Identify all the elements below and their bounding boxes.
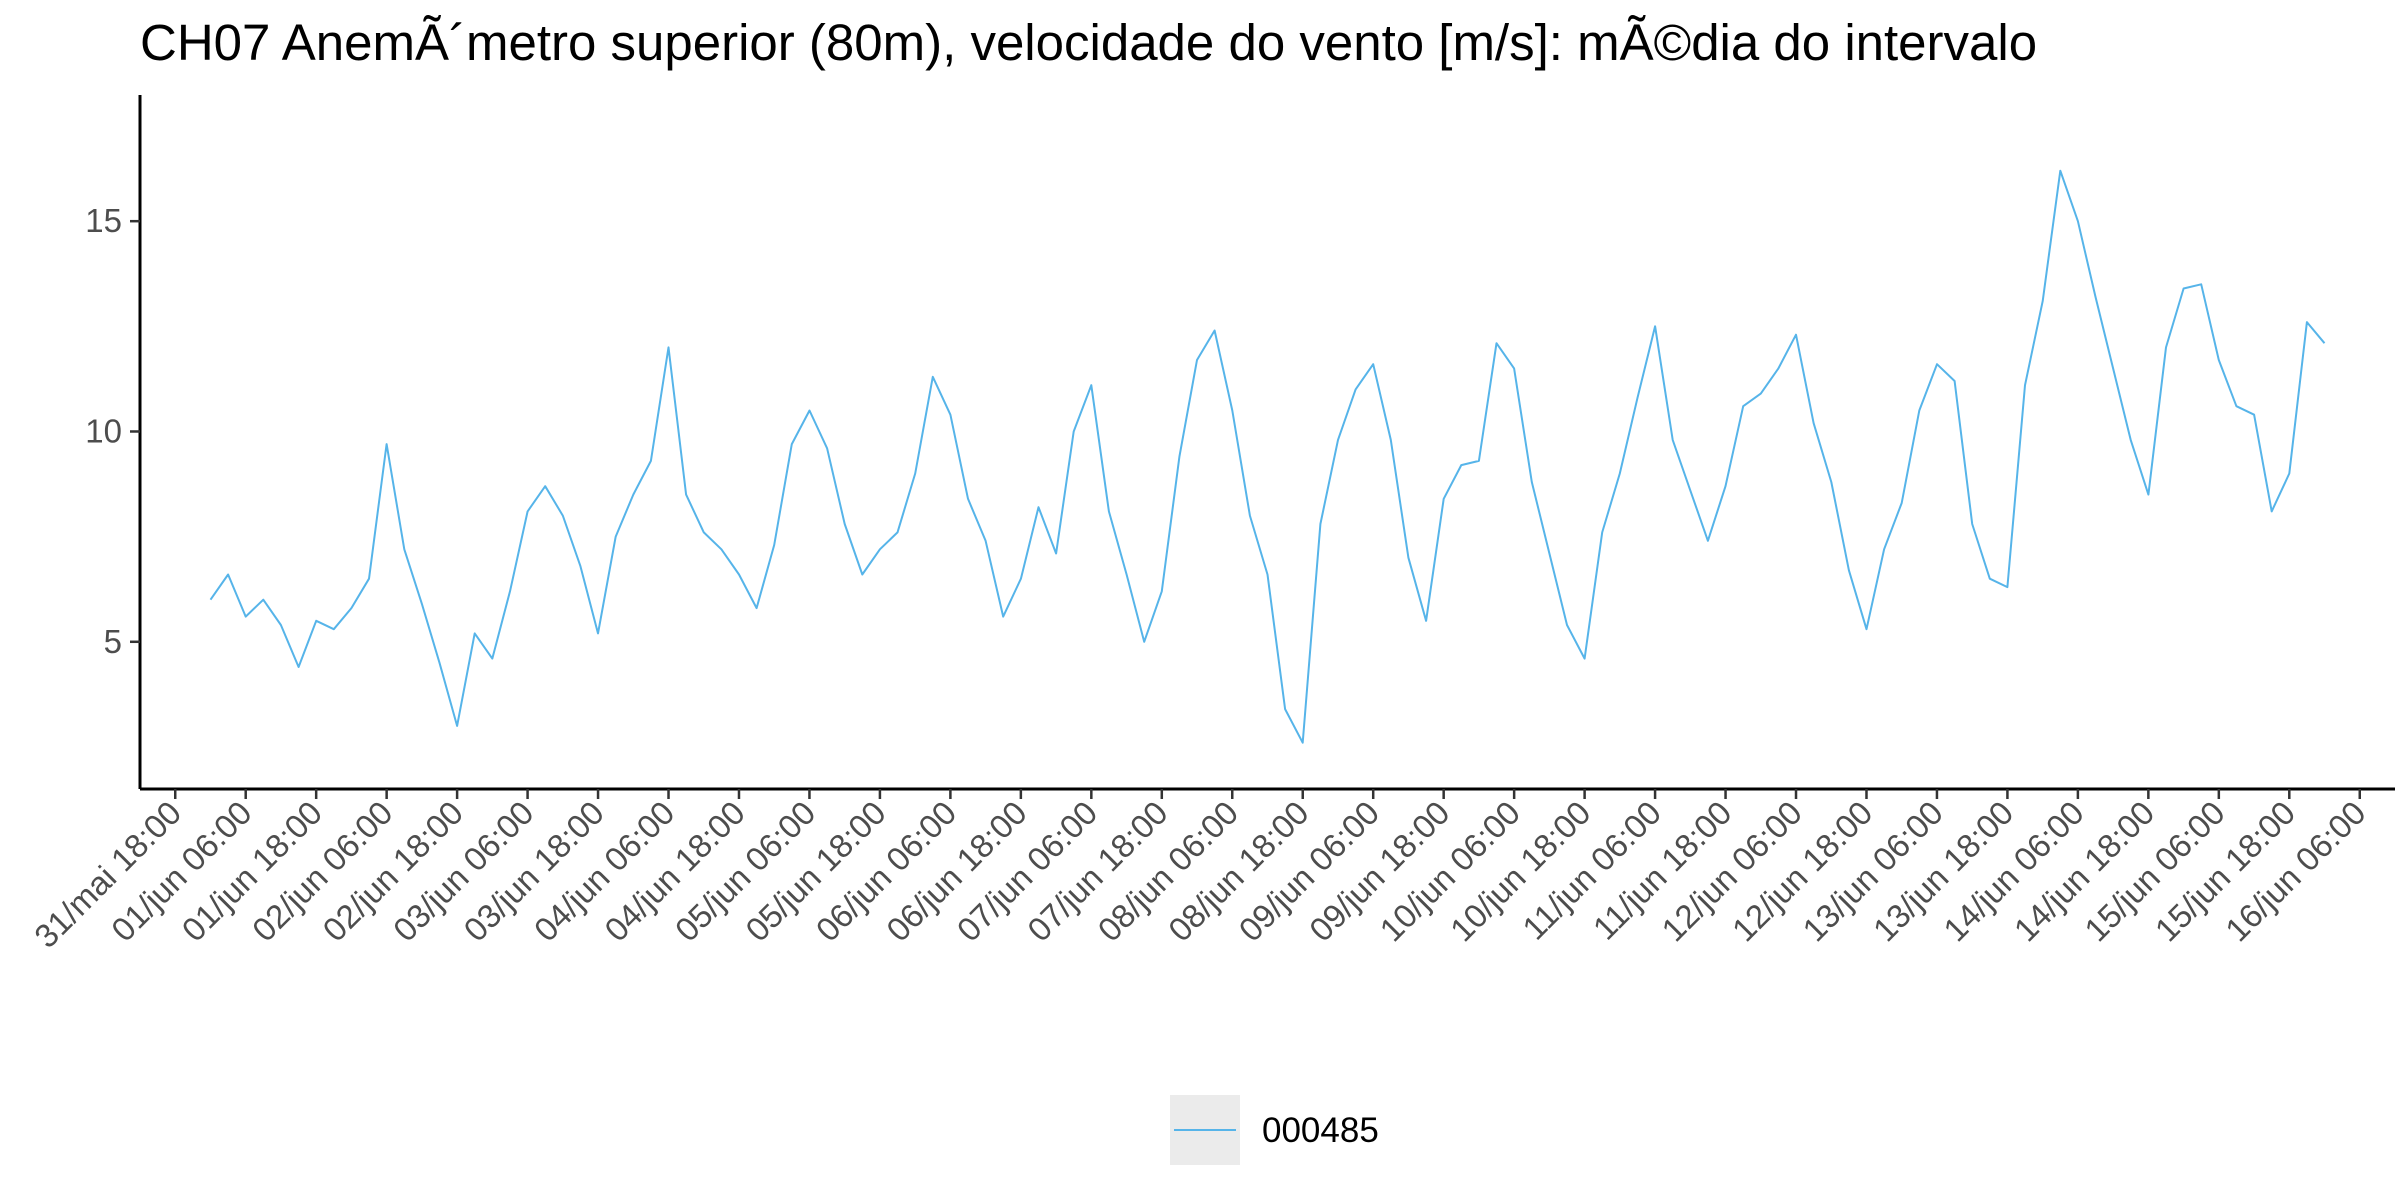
chart-title: CH07 AnemÃ´metro superior (80m), velocid…	[140, 14, 2037, 71]
series-line-000485	[209, 169, 2326, 744]
y-axis: 5 10 15	[85, 95, 142, 789]
y-tick-label: 15	[85, 202, 122, 239]
plot-area	[209, 169, 2326, 744]
y-tick-label: 10	[85, 412, 122, 449]
legend: 000485	[1170, 1095, 1379, 1165]
legend-label: 000485	[1262, 1111, 1379, 1150]
y-tick-label: 5	[104, 623, 122, 660]
